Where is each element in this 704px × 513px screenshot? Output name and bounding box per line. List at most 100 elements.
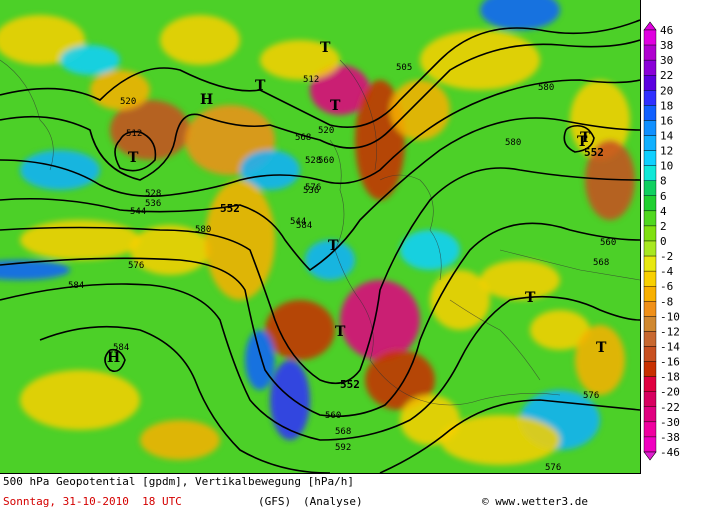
low-pressure-marker: T	[525, 290, 536, 306]
legend-tick-label: 6	[660, 190, 667, 203]
legend-swatch	[643, 255, 657, 272]
legend-swatch	[643, 120, 657, 136]
isoline-label: 560	[325, 411, 341, 421]
legend-swatch	[643, 316, 657, 332]
credit-link[interactable]: © www.wetter3.de	[482, 495, 588, 508]
vertical-motion-area	[390, 80, 450, 140]
vertical-motion-area	[140, 420, 220, 460]
vertical-motion-area	[205, 180, 275, 300]
vertical-motion-area	[130, 225, 210, 275]
legend-tick-label: -22	[660, 401, 680, 414]
isoline-label: 584	[296, 221, 312, 231]
isoline-label: 536	[303, 186, 319, 196]
legend-tick-label: 16	[660, 114, 673, 127]
low-pressure-marker: T	[255, 78, 266, 94]
legend-tick-label: 22	[660, 69, 673, 82]
legend-swatch	[643, 165, 657, 181]
isoline-label: 512	[126, 129, 142, 139]
isoline-label: 568	[335, 427, 351, 437]
isoline-label: 512	[303, 75, 319, 85]
isoline-label: 580	[195, 225, 211, 235]
legend-swatch	[643, 346, 657, 362]
legend-swatch	[643, 406, 657, 423]
legend-bottom-arrow	[643, 451, 657, 461]
isoline-label: 576	[128, 261, 144, 271]
isoline-label: 544	[290, 217, 306, 227]
low-pressure-marker: T	[577, 134, 588, 150]
isoline-label: 560	[318, 156, 334, 166]
legend-swatch	[643, 44, 657, 61]
legend-tick-label: 14	[660, 130, 674, 143]
legend-swatch	[643, 225, 657, 242]
isoline-label: 576	[545, 463, 561, 473]
high-pressure-marker: H	[200, 92, 213, 108]
vertical-motion-area	[90, 70, 150, 110]
legend-tick-label: -46	[660, 446, 680, 459]
vertical-motion-area	[440, 415, 560, 465]
vertical-motion-area	[160, 15, 240, 65]
legend-tick-label: -2	[660, 250, 673, 263]
legend-tick-label: -16	[660, 356, 680, 369]
legend-swatch	[643, 391, 657, 407]
legend-swatch	[643, 135, 657, 151]
vertical-motion-area	[400, 395, 460, 445]
legend-tick-label: -20	[660, 386, 680, 399]
legend-tick-label: -4	[660, 265, 674, 278]
vertical-motion-field	[0, 0, 635, 465]
vertical-motion-area	[480, 260, 560, 300]
low-pressure-marker: T	[330, 98, 341, 114]
isoline-label: 576	[305, 183, 321, 193]
legend-swatch	[643, 286, 657, 302]
legend-tick-label: -10	[660, 310, 680, 323]
legend-swatch	[643, 105, 657, 121]
legend-swatch	[643, 29, 657, 46]
vertical-motion-area	[420, 30, 540, 90]
isoline-label: 568	[295, 133, 311, 143]
legend-swatch	[643, 180, 657, 196]
legend-swatch	[643, 90, 657, 106]
model-label: (GFS)	[258, 495, 292, 508]
vertical-motion-area	[20, 220, 140, 260]
legend-top-arrow	[643, 21, 657, 31]
legend-tick-label: 18	[660, 99, 673, 112]
legend-tick-label: 8	[660, 175, 667, 188]
legend-swatch	[643, 301, 657, 317]
low-pressure-marker: T	[596, 340, 607, 356]
weather-map: 512 520 528 536 544 552 560 568 576 584 592 505 512 5…	[0, 0, 641, 474]
legend-tick-label: 46	[660, 24, 673, 37]
legend-swatch	[643, 270, 657, 287]
legend-swatch	[643, 376, 657, 392]
map-footer: 500 hPa Geopotential [gpdm], Vertikalbew…	[0, 473, 640, 513]
isoline-label: 552	[584, 146, 604, 159]
legend-swatch	[643, 195, 657, 212]
isoline-label: 560	[600, 238, 616, 248]
isoline-label: 544	[130, 207, 146, 217]
low-pressure-marker: T	[580, 130, 591, 146]
vertical-motion-area	[400, 230, 460, 270]
legend-tick-label: 10	[660, 160, 673, 173]
vertical-motion-area	[20, 150, 100, 190]
legend-tick-label: 12	[660, 145, 673, 158]
legend-swatch	[643, 421, 657, 438]
legend-tick-label: -12	[660, 325, 680, 338]
vertical-motion-area	[365, 350, 435, 410]
legend-tick-label: -30	[660, 416, 680, 429]
legend-tick-label: -18	[660, 371, 680, 384]
legend-tick-label: 2	[660, 220, 667, 233]
legend-tick-label: 30	[660, 54, 673, 67]
vertical-motion-area	[0, 260, 70, 280]
low-pressure-marker: T	[320, 40, 331, 56]
high-pressure-marker: H	[107, 350, 120, 366]
vertical-motion-area	[570, 80, 630, 160]
vertical-motion-area	[60, 45, 120, 75]
vertical-motion-area	[530, 310, 590, 350]
isoline-label: 528	[305, 156, 321, 166]
geopotential-contours	[0, 19, 640, 473]
vertical-motion-area	[480, 0, 560, 30]
vertical-motion-area	[270, 360, 310, 440]
isoline-label: 552	[340, 378, 360, 391]
map-title: 500 hPa Geopotential [gpdm], Vertikalbew…	[3, 475, 354, 488]
vertical-motion-area	[245, 330, 275, 390]
